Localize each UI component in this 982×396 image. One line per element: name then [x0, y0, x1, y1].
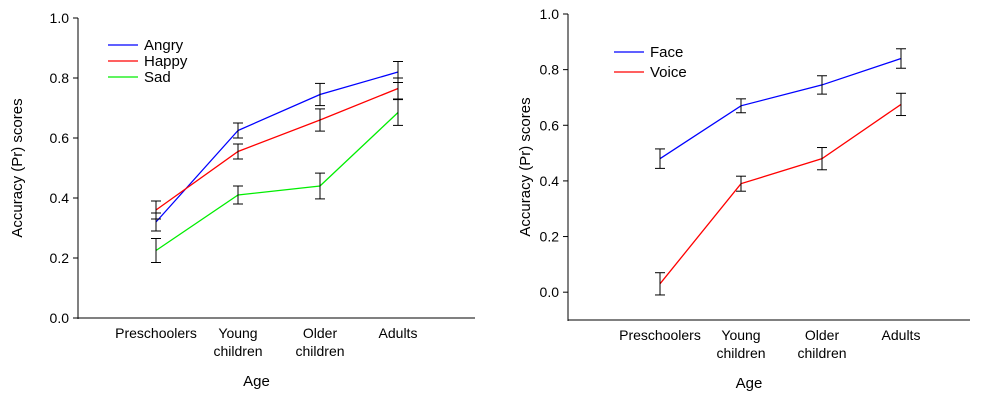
- error-bar: [151, 238, 161, 263]
- x-tick-label-line: Young: [721, 327, 760, 343]
- legend-label-face: Face: [650, 44, 683, 61]
- legend: Face Voice: [614, 44, 687, 81]
- error-bar: [736, 98, 746, 114]
- x-tick-label: Older children: [295, 325, 344, 359]
- x-tick-label: Preschoolers: [115, 325, 197, 341]
- x-tick-label: Young children: [213, 325, 262, 359]
- series-line-angry: [155, 71, 399, 223]
- x-tick-label-line: children: [295, 343, 344, 359]
- x-tick-label: Adults: [882, 327, 921, 343]
- legend-label-angry: Angry: [144, 37, 184, 54]
- y-tick-label: 0.8: [540, 62, 560, 78]
- series-line-happy: [155, 87, 399, 211]
- error-bar: [393, 77, 403, 100]
- x-axis-title: Age: [736, 375, 763, 392]
- y-tick-label: 1.0: [50, 10, 70, 26]
- legend-label-sad: Sad: [144, 69, 171, 86]
- legend-label-happy: Happy: [144, 53, 188, 70]
- x-tick-label-line: Adults: [379, 325, 418, 341]
- error-bar: [655, 272, 665, 296]
- x-tick-label: Young children: [716, 327, 765, 361]
- error-bar: [896, 48, 906, 69]
- error-bar: [233, 185, 243, 205]
- y-axis-title: Accuracy (Pr) scores: [9, 98, 26, 237]
- x-tick-label-line: Young: [218, 325, 257, 341]
- y-tick-label: 0.0: [540, 284, 560, 300]
- series-line-voice: [659, 103, 902, 285]
- error-bar: [736, 175, 746, 192]
- error-bar: [655, 148, 665, 169]
- x-tick-label: Older children: [797, 327, 846, 361]
- y-tick-label: 0.0: [50, 310, 70, 326]
- x-tick-label-line: Older: [303, 325, 338, 341]
- x-tick-label: Preschoolers: [619, 327, 701, 343]
- x-tick-label-line: Adults: [882, 327, 921, 343]
- y-tick-label: 0.6: [50, 130, 70, 146]
- error-bar: [151, 200, 161, 220]
- legend-label-voice: Voice: [650, 64, 687, 81]
- y-tick-label: 0.2: [540, 229, 560, 245]
- y-tick-label: 1.0: [540, 6, 560, 22]
- x-tick-label-line: Older: [805, 327, 840, 343]
- y-tick-label: 0.8: [50, 70, 70, 86]
- y-axis-title: Accuracy (Pr) scores: [517, 97, 534, 236]
- y-tick-label: 0.6: [540, 117, 560, 133]
- x-tick-label-line: children: [213, 343, 262, 359]
- error-bar: [233, 122, 243, 139]
- chart-2: 0.0 0.2 0.4 0.6 0.8 1.0 Preschoolers Young child…: [517, 6, 970, 392]
- error-bar: [315, 82, 325, 107]
- y-tick-label: 0.2: [50, 250, 70, 266]
- x-tick-label-line: children: [797, 345, 846, 361]
- chart-1: 0.0 0.2 0.4 0.6 0.8 1.0 Preschoolers Young child…: [9, 10, 475, 390]
- error-bar: [393, 99, 403, 126]
- x-tick-label-line: Preschoolers: [619, 327, 701, 343]
- series-line-sad: [155, 112, 399, 252]
- error-bar: [817, 147, 827, 171]
- y-tick-label: 0.4: [50, 190, 70, 206]
- error-bar: [896, 92, 906, 117]
- x-tick-label-line: children: [716, 345, 765, 361]
- x-axis-title: Age: [243, 373, 270, 390]
- error-bar: [315, 172, 325, 200]
- y-tick-label: 0.4: [540, 173, 560, 189]
- series-line-face: [659, 57, 902, 160]
- x-tick-label-line: Preschoolers: [115, 325, 197, 341]
- x-tick-label: Adults: [379, 325, 418, 341]
- error-bar: [817, 75, 827, 95]
- error-bar: [315, 108, 325, 132]
- error-bar: [233, 143, 243, 160]
